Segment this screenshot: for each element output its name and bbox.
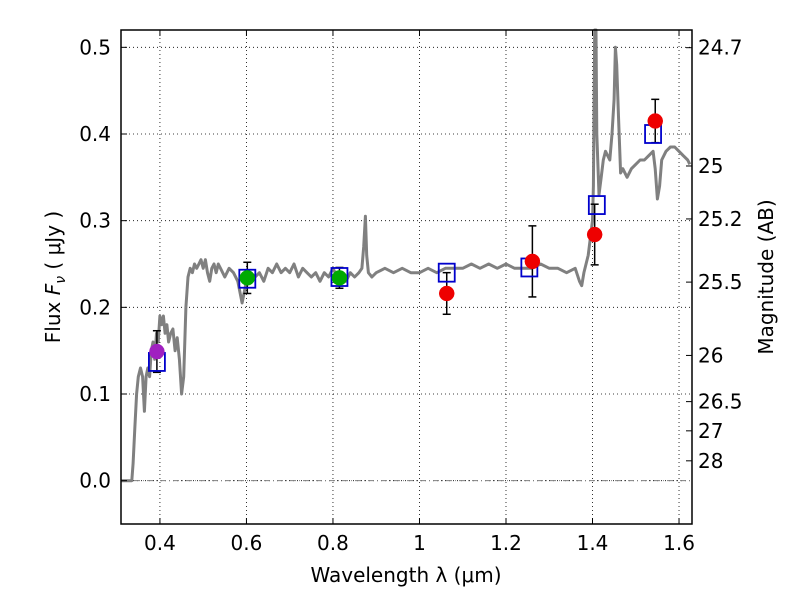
x-axis-label: Wavelength λ (μm): [310, 563, 501, 587]
y-axis-label-symbol: F: [41, 283, 65, 295]
right-tick-label: 27: [698, 419, 723, 443]
x-tick-label: 1: [413, 531, 426, 555]
y-axis-label: Flux Fν ( μJy ): [41, 211, 69, 343]
y-axis-label-prefix: Flux: [41, 295, 65, 343]
y-tick-label: 0.1: [79, 382, 111, 406]
x-tick-label: 1.2: [490, 531, 522, 555]
x-tick-label: 1.6: [663, 531, 695, 555]
observed-point: [647, 113, 663, 129]
observed-point: [239, 270, 256, 286]
x-tick-label: 0.6: [231, 531, 263, 555]
right-tick-label: 26: [698, 343, 723, 367]
y-axis-label-subscript: ν: [53, 276, 69, 284]
model-point: [330, 267, 349, 287]
observed-point: [438, 285, 455, 302]
observed-point: [331, 270, 348, 286]
y-tick-label: 0.4: [79, 122, 111, 146]
model-point: [587, 195, 606, 215]
right-tick-label: 28: [698, 449, 723, 473]
observed-point: [524, 253, 541, 270]
y-tick-label: 0.3: [79, 209, 111, 233]
y-tick-label: 0.0: [79, 469, 111, 493]
x-tick-label: 0.8: [317, 531, 349, 555]
observed-point: [149, 343, 165, 360]
plot-frame: [120, 29, 693, 525]
x-tick-label: 1.4: [577, 531, 609, 555]
right-tick-label: 25: [698, 154, 723, 178]
observed-point: [586, 226, 603, 243]
y-tick-label: 0.5: [79, 35, 111, 59]
model-point: [238, 268, 257, 289]
data-marks: [148, 98, 663, 374]
y-axis-label-unit: ( μJy ): [41, 211, 65, 276]
model-point: [437, 262, 456, 283]
right-tick-label: 24.7: [698, 36, 743, 60]
plot-background: [121, 30, 692, 524]
y-tick-label: 0.2: [79, 295, 111, 319]
right-tick-label: 25.5: [698, 270, 743, 294]
right-tick-label: 26.5: [698, 390, 743, 414]
axis-ticks: 0.4 0.6 0.8 1 1.2 1.4 1.6 0.0 0.1 0.2 0.3 0.4 0.5 24.…: [79, 30, 743, 555]
x-tick-label: 0.4: [144, 531, 176, 555]
right-y-axis-label: Magnitude (AB): [754, 199, 778, 354]
right-tick-label: 25.2: [698, 207, 743, 231]
